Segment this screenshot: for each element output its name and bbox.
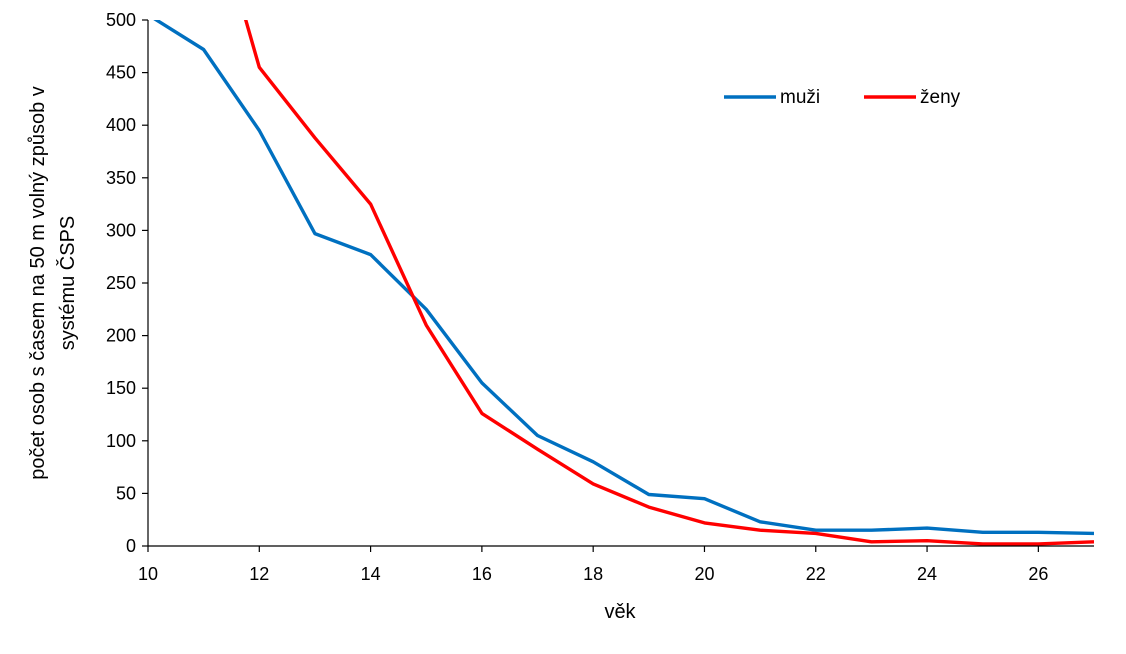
y-tick-label: 250 [106, 273, 136, 293]
series-line-muzi [153, 20, 1094, 536]
y-tick-label: 200 [106, 326, 136, 346]
x-tick-label: 18 [583, 564, 603, 584]
y-tick-label: 400 [106, 115, 136, 135]
x-tick-label: 22 [806, 564, 826, 584]
x-tick-label: 20 [694, 564, 714, 584]
legend: muži ženy [724, 87, 961, 108]
y-tick-label: 50 [116, 483, 136, 503]
y-axis-title-line-1: počet osob s časem na 50 m volný způsob … [27, 86, 49, 480]
y-tick-label: 300 [106, 220, 136, 240]
y-tick-label: 150 [106, 378, 136, 398]
x-tick-label: 24 [917, 564, 937, 584]
x-ticks: 10 12 14 16 18 20 22 24 26 [138, 546, 1048, 584]
y-tick-label: 0 [126, 536, 136, 556]
y-axis-title: počet osob s časem na 50 m volný způsob … [27, 86, 79, 480]
x-tick-label: 26 [1028, 564, 1048, 584]
x-tick-label: 12 [249, 564, 269, 584]
y-axis-title-line-2: systému ČSPS [56, 216, 79, 350]
y-tick-label: 450 [106, 63, 136, 83]
x-tick-label: 14 [361, 564, 381, 584]
series-layer [153, 20, 1094, 546]
x-tick-label: 10 [138, 564, 158, 584]
y-tick-label: 350 [106, 168, 136, 188]
y-ticks: 0 50 100 150 200 250 300 350 400 450 500 [106, 10, 148, 556]
y-tick-label: 500 [106, 10, 136, 30]
x-axis-title: věk [604, 601, 636, 623]
series-line-zeny [243, 20, 1094, 546]
y-tick-label: 100 [106, 431, 136, 451]
legend-label-muzi: muži [780, 87, 820, 108]
legend-label-zeny: ženy [920, 87, 961, 108]
x-tick-label: 16 [472, 564, 492, 584]
